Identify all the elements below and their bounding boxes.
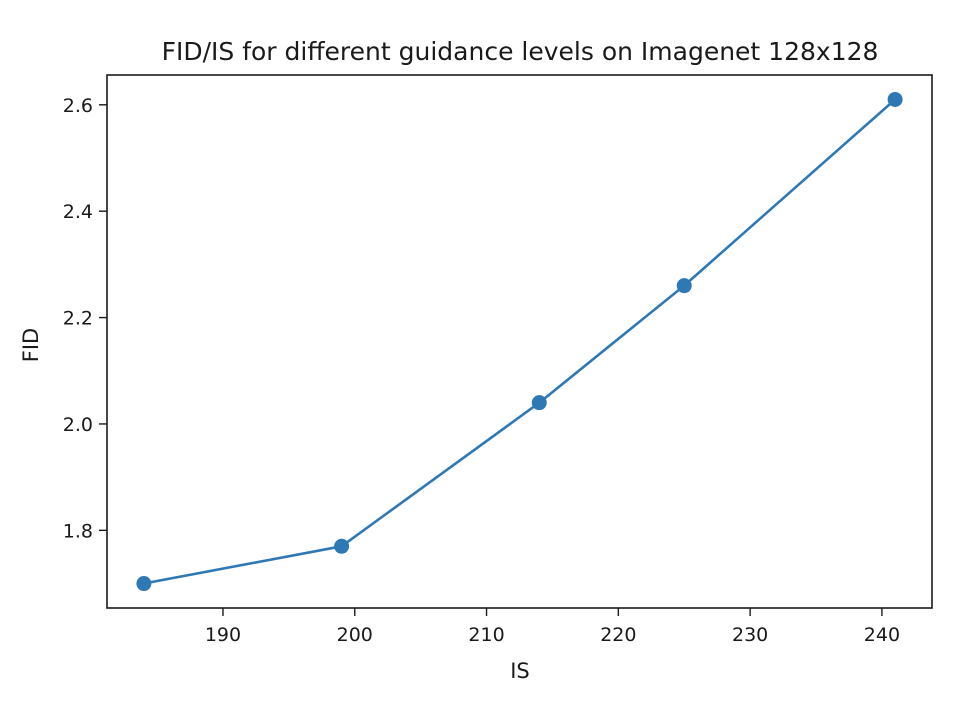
y-axis: 1.8 2.0 2.2 2.4 2.6 [63,95,107,542]
data-point [334,538,350,554]
y-tick-label: 2.4 [63,201,93,223]
y-axis-label: FID [19,328,43,362]
x-tick-label: 230 [732,624,768,646]
x-axis-label: IS [510,659,530,683]
plot-area [106,74,933,609]
y-tick-label: 1.8 [63,520,93,542]
chart-title: FID/IS for different guidance levels on … [162,37,879,66]
data-point [676,278,692,294]
x-tick-label: 240 [864,624,900,646]
y-tick-label: 2.6 [63,95,93,117]
x-tick-label: 200 [337,624,373,646]
plot-frame [106,74,933,609]
series-layer [136,91,903,592]
data-point [887,91,903,107]
data-point [531,395,547,411]
y-tick-label: 2.0 [63,414,93,436]
x-axis: 190 200 210 220 230 240 [205,608,900,646]
series-line [143,98,896,585]
x-tick-label: 220 [600,624,636,646]
data-point [136,576,152,592]
x-tick-label: 190 [205,624,241,646]
x-tick-label: 210 [468,624,504,646]
y-tick-label: 2.2 [63,308,93,330]
